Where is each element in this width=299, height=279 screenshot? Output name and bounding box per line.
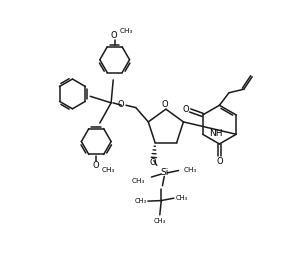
Text: CH₃: CH₃ bbox=[102, 167, 115, 174]
Text: CH₃: CH₃ bbox=[175, 195, 187, 201]
Text: CH₃: CH₃ bbox=[134, 198, 147, 204]
Text: O: O bbox=[162, 100, 169, 109]
Text: Si: Si bbox=[160, 169, 168, 177]
Text: O: O bbox=[183, 105, 189, 114]
Text: CH₃: CH₃ bbox=[184, 167, 197, 174]
Text: O: O bbox=[92, 162, 99, 170]
Text: O: O bbox=[150, 158, 157, 167]
Text: CH₃: CH₃ bbox=[154, 218, 166, 224]
Text: NH: NH bbox=[209, 129, 223, 138]
Text: CH₃: CH₃ bbox=[120, 28, 133, 34]
Text: O: O bbox=[216, 157, 223, 166]
Text: O: O bbox=[111, 31, 118, 40]
Text: CH₃: CH₃ bbox=[131, 178, 145, 184]
Text: O: O bbox=[118, 100, 125, 109]
